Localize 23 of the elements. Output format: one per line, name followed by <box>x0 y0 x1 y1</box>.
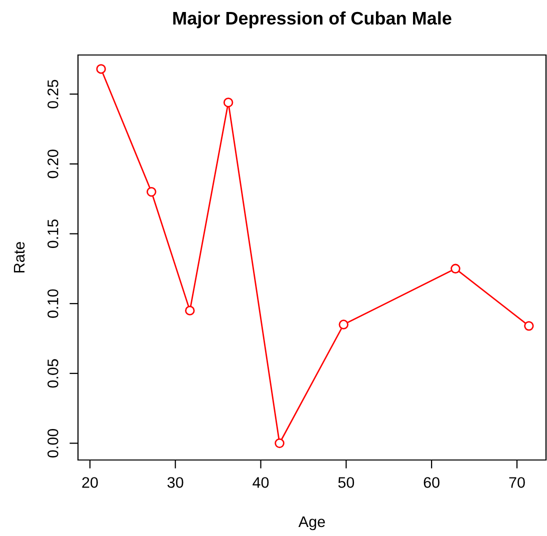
point <box>338 320 348 330</box>
point <box>185 306 195 316</box>
y-axis-title: Rate <box>14 242 25 272</box>
point <box>524 321 534 331</box>
point <box>146 187 156 197</box>
x-tick-label: 70 <box>509 477 525 488</box>
x-axis-title: Age <box>298 516 325 530</box>
y-tick-label: 0.05 <box>47 359 58 388</box>
y-tick-label: 0.15 <box>47 220 58 248</box>
y-tick-label: 0.10 <box>47 289 58 318</box>
x-tick-label: 30 <box>167 477 184 488</box>
point <box>274 438 284 448</box>
y-tick-label: 0.25 <box>47 80 58 108</box>
y-tick-label: 0.20 <box>47 150 58 178</box>
chart-title: Major Depression of Cuban Male <box>173 11 452 28</box>
point <box>450 264 460 274</box>
y-tick-label: 0.00 <box>47 428 58 458</box>
point <box>96 64 106 74</box>
x-tick-label: 20 <box>82 477 98 488</box>
x-tick-label: 40 <box>252 477 269 488</box>
x-tick-label: 50 <box>338 477 354 488</box>
point <box>223 98 234 108</box>
x-tick-label: 60 <box>424 477 440 488</box>
